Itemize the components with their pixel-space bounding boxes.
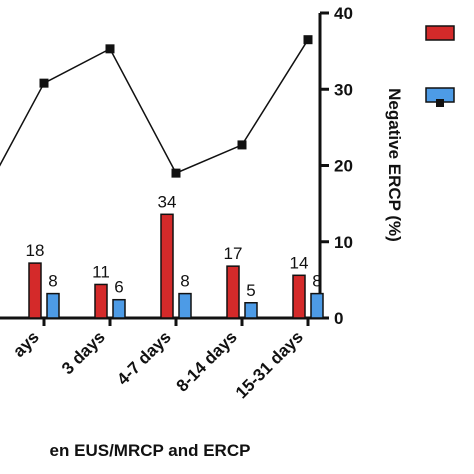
x-tick-label: 4-7 days bbox=[113, 327, 175, 389]
bar bbox=[28, 262, 42, 319]
legend-swatch bbox=[425, 25, 455, 41]
bar-value-label: 17 bbox=[224, 244, 243, 263]
y2-tick-label: 40 bbox=[334, 4, 353, 23]
x-tick-label: 3 days bbox=[58, 327, 109, 378]
y2-tick-label: 20 bbox=[334, 157, 353, 176]
bar bbox=[226, 265, 240, 319]
bar-value-label: 34 bbox=[158, 192, 177, 211]
bar bbox=[292, 274, 306, 319]
line bbox=[0, 39, 309, 175]
line-point bbox=[39, 78, 49, 88]
line-point bbox=[105, 44, 115, 54]
bar-value-label: 8 bbox=[180, 272, 189, 291]
bar-value-label: 8 bbox=[312, 272, 321, 291]
y2-tick-label: 10 bbox=[334, 233, 353, 252]
bar-value-label: 8 bbox=[48, 272, 57, 291]
bar bbox=[46, 292, 60, 319]
bar-value-label: 18 bbox=[26, 241, 45, 260]
x-tick-label: ays bbox=[9, 327, 42, 360]
x-tick-label: 15-31 days bbox=[232, 327, 307, 402]
x-axis-title: en EUS/MRCP and ERCP bbox=[50, 441, 251, 460]
bar bbox=[112, 298, 126, 319]
bar-value-label: 11 bbox=[92, 262, 110, 281]
y2-tick-label: 30 bbox=[334, 80, 353, 99]
legend-swatch bbox=[436, 99, 444, 107]
bar bbox=[310, 292, 324, 319]
bar bbox=[178, 292, 192, 319]
line-point bbox=[237, 140, 247, 150]
bar-value-label: 5 bbox=[246, 281, 255, 300]
bar-value-label: 6 bbox=[114, 278, 123, 297]
line-point bbox=[171, 168, 181, 178]
line-point bbox=[303, 35, 313, 45]
bar-value-label: 14 bbox=[290, 253, 309, 272]
x-tick-label: 8-14 days bbox=[173, 327, 241, 395]
bar bbox=[94, 283, 108, 319]
y2-tick-label: 0 bbox=[334, 309, 343, 328]
y2-axis-title: Negative ERCP (%) bbox=[385, 88, 404, 242]
bar bbox=[160, 213, 174, 319]
bar bbox=[244, 302, 258, 319]
